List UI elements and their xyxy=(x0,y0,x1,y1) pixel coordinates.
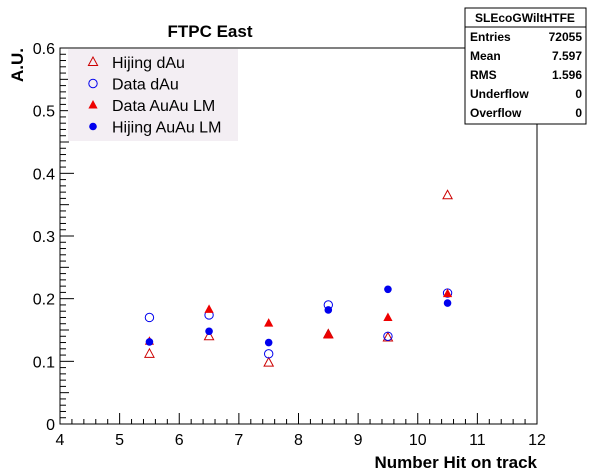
point-hijing-dau xyxy=(442,189,454,200)
y-tick-label: 0.4 xyxy=(33,166,55,183)
point-hijing-auau-lm xyxy=(443,299,452,307)
stats-box-header: SLEcoGWiltHTFE xyxy=(475,11,575,25)
x-axis-label: Number Hit on track xyxy=(375,453,538,472)
stats-value: 0 xyxy=(575,106,582,120)
point-hijing-dau xyxy=(203,330,215,341)
stats-value: 72055 xyxy=(549,30,583,44)
x-tick-label: 11 xyxy=(469,432,486,449)
y-axis-label: A.U. xyxy=(8,48,27,82)
legend-label-hijing-dau: Hijing dAu xyxy=(112,55,185,72)
stats-box: SLEcoGWiltHTFE Entries 72055 Mean 7.597 RMS 1… xyxy=(464,7,587,125)
stats-label: Overflow xyxy=(470,106,522,120)
axis-tick-labels: 4 5 6 7 8 9 10 11 12 0 0.1 0.2 0.3 0.4 0.5 0.6 xyxy=(33,41,546,449)
axis-ticks xyxy=(59,47,538,425)
x-tick-label: 7 xyxy=(234,432,243,449)
x-tick-label: 6 xyxy=(175,432,184,449)
x-tick-label: 12 xyxy=(528,432,546,449)
point-data-dau xyxy=(383,331,393,341)
legend-label-data-dau: Data dAu xyxy=(112,77,179,94)
legend-marker-data-dau xyxy=(88,78,98,89)
point-data-dau xyxy=(144,312,155,323)
legend-label-data-auau-lm: Data AuAu LM xyxy=(112,98,215,115)
y-tick-label: 0.6 xyxy=(33,41,55,58)
point-hijing-auau-lm xyxy=(324,306,333,314)
point-hijing-auau-lm xyxy=(264,338,273,347)
point-hijing-dau xyxy=(382,331,394,342)
y-tick-label: 0 xyxy=(46,417,55,434)
stats-value: 7.597 xyxy=(552,49,582,63)
stats-label: Entries xyxy=(470,30,511,44)
x-tick-label: 4 xyxy=(56,432,65,449)
stats-label: Mean xyxy=(470,49,501,63)
point-data-auau-lm xyxy=(264,318,274,327)
legend-label-hijing-auau-lm: Hijing AuAu LM xyxy=(112,120,221,137)
legend-marker-hijing-dau xyxy=(87,55,99,66)
point-data-dau xyxy=(263,349,274,359)
x-tick-label: 9 xyxy=(354,432,363,449)
point-hijing-auau-lm xyxy=(145,338,154,346)
x-tick-label: 8 xyxy=(294,432,303,449)
y-tick-label: 0.3 xyxy=(33,229,55,246)
point-data-auau-lm xyxy=(383,312,393,321)
point-data-auau-lm xyxy=(204,304,214,313)
stats-label: RMS xyxy=(470,68,497,82)
data-markers xyxy=(143,189,454,367)
y-tick-label: 0.2 xyxy=(33,292,55,309)
point-hijing-dau xyxy=(263,356,275,367)
stats-value: 0 xyxy=(575,87,582,101)
legend-marker-data-auau-lm xyxy=(88,100,98,109)
stats-label: Underflow xyxy=(470,87,529,101)
y-tick-label: 0.5 xyxy=(33,104,55,121)
point-data-auau-lm xyxy=(323,330,333,339)
chart-title: FTPC East xyxy=(167,22,252,41)
point-hijing-dau xyxy=(143,347,155,358)
point-hijing-auau-lm xyxy=(384,285,392,294)
x-tick-label: 10 xyxy=(409,432,427,449)
legend-marker-hijing-auau-lm xyxy=(89,122,97,131)
legend: Hijing dAu Data dAu Data AuAu LM Hijing AuA… xyxy=(68,49,238,141)
y-tick-label: 0.1 xyxy=(33,354,55,371)
stats-value: 1.596 xyxy=(552,68,582,82)
point-data-auau-lm xyxy=(442,288,453,298)
point-hijing-auau-lm xyxy=(205,327,213,336)
x-tick-label: 5 xyxy=(115,432,124,449)
